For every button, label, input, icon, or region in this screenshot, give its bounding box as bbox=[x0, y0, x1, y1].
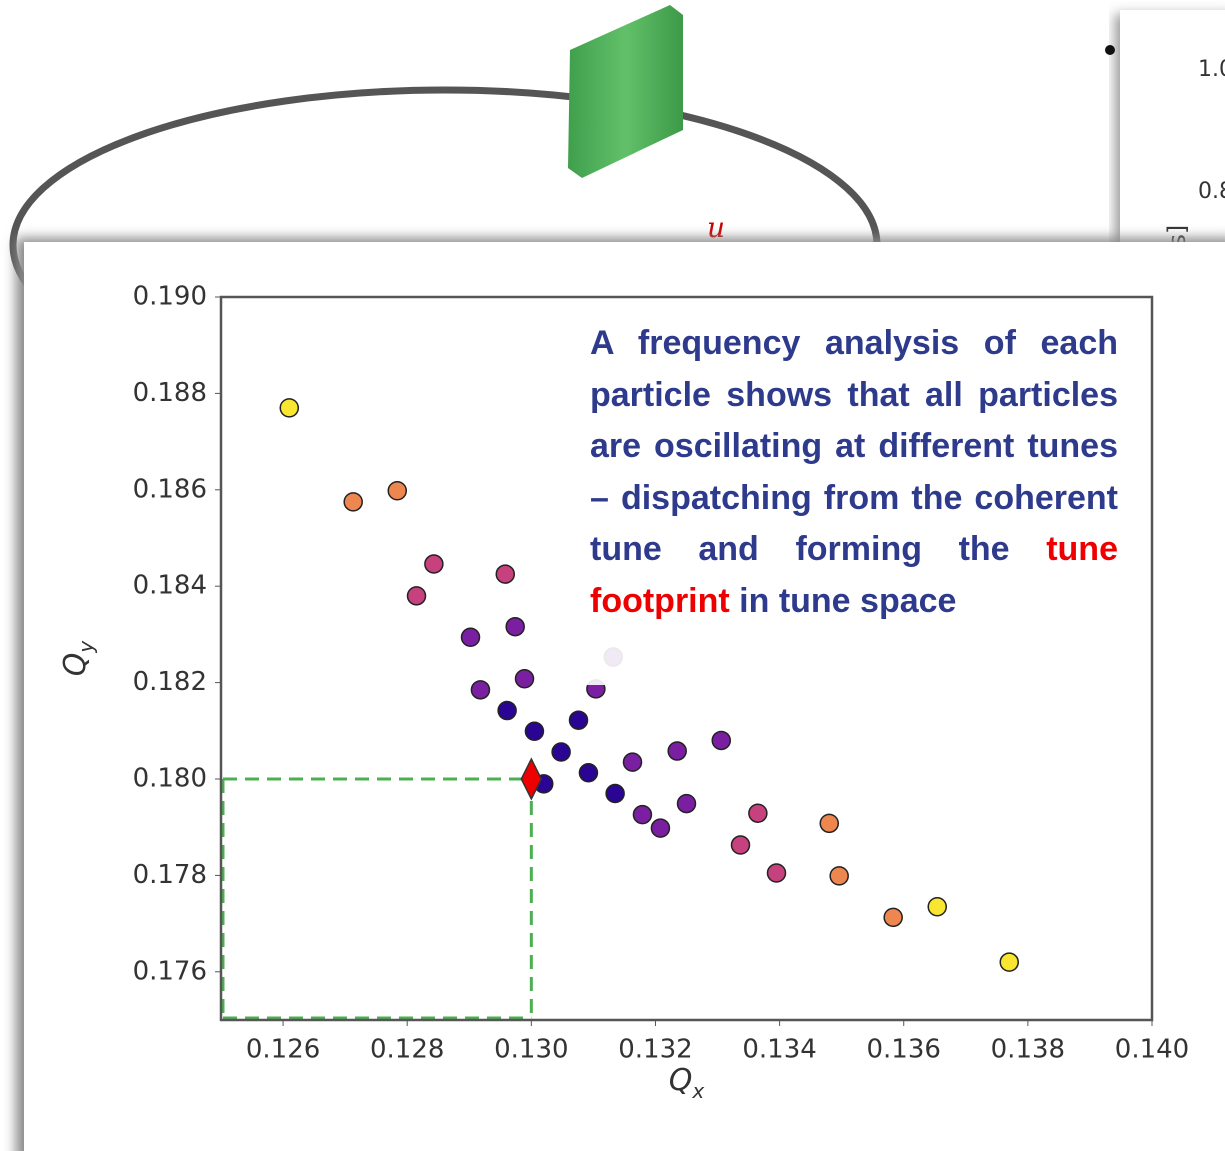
plot-frame bbox=[219, 295, 1154, 1022]
particle bbox=[424, 554, 444, 574]
y-axis-label-sub: y bbox=[74, 640, 98, 654]
y-axis-label-main: Q bbox=[58, 653, 93, 677]
x-tick-label: 0.140 bbox=[1115, 1035, 1189, 1065]
particle bbox=[387, 481, 408, 501]
particle bbox=[711, 730, 732, 751]
y-tick-label: 0.186 bbox=[133, 474, 207, 504]
particle bbox=[999, 952, 1019, 972]
y-tick-label: 0.190 bbox=[133, 282, 207, 312]
particle bbox=[650, 818, 671, 838]
particle bbox=[568, 710, 589, 730]
particle bbox=[406, 586, 427, 606]
magnet bbox=[568, 5, 683, 178]
particle bbox=[505, 616, 525, 637]
particle bbox=[605, 783, 625, 804]
coherent-tune bbox=[520, 757, 543, 801]
y-tick-label: 0.188 bbox=[133, 378, 207, 408]
y-tick-label: 0.176 bbox=[133, 956, 207, 986]
y-tick-label: 0.178 bbox=[133, 860, 207, 890]
note-backdrop bbox=[572, 620, 652, 685]
annotation: A frequency analysis of each particle sh… bbox=[590, 318, 1118, 627]
particle bbox=[883, 907, 903, 928]
x-tick-label: 0.126 bbox=[246, 1035, 320, 1065]
side-tick: 1.0 bbox=[1198, 57, 1225, 82]
side-tick: 0.8 bbox=[1198, 179, 1225, 204]
x-tick-label: 0.132 bbox=[618, 1035, 692, 1065]
particle bbox=[819, 813, 840, 834]
x-tick-label: 0.130 bbox=[494, 1035, 568, 1065]
particle bbox=[829, 866, 849, 886]
particle bbox=[460, 627, 481, 648]
x-tick-label: 0.128 bbox=[370, 1035, 444, 1065]
particle bbox=[279, 398, 300, 418]
particle bbox=[497, 700, 517, 721]
annotation-text: in tune space bbox=[729, 581, 957, 620]
particle bbox=[514, 668, 535, 689]
bullet bbox=[1105, 45, 1115, 55]
particle bbox=[622, 752, 643, 772]
particle bbox=[667, 741, 687, 761]
particle bbox=[766, 863, 787, 883]
side-panel bbox=[1120, 10, 1225, 260]
x-tick-label: 0.134 bbox=[742, 1035, 816, 1065]
particle bbox=[676, 793, 697, 814]
particle bbox=[578, 762, 599, 783]
x-axis-label: Qx bbox=[669, 1063, 705, 1103]
x-axis-label-main: Q bbox=[669, 1063, 693, 1098]
particle bbox=[730, 835, 751, 855]
y-tick-label: 0.180 bbox=[133, 764, 207, 794]
particle bbox=[343, 492, 363, 512]
particle bbox=[551, 742, 571, 762]
particle bbox=[632, 804, 653, 825]
particle bbox=[748, 803, 768, 823]
annotation-highlight: tune footprint bbox=[590, 530, 1118, 620]
ring-label: u bbox=[707, 211, 725, 244]
particle bbox=[524, 721, 545, 742]
x-tick-label: 0.138 bbox=[991, 1035, 1065, 1065]
particle bbox=[470, 680, 491, 700]
x-tick-label: 0.136 bbox=[867, 1035, 941, 1065]
annotation-text: A frequency analysis of each particle sh… bbox=[590, 324, 1118, 568]
y-axis-label: Qy bbox=[58, 640, 98, 677]
y-tick-label: 0.184 bbox=[133, 571, 207, 601]
particle bbox=[495, 564, 516, 584]
y-tick-label: 0.182 bbox=[133, 667, 207, 697]
x-axis-label-sub: x bbox=[691, 1079, 704, 1103]
particle bbox=[927, 896, 947, 917]
